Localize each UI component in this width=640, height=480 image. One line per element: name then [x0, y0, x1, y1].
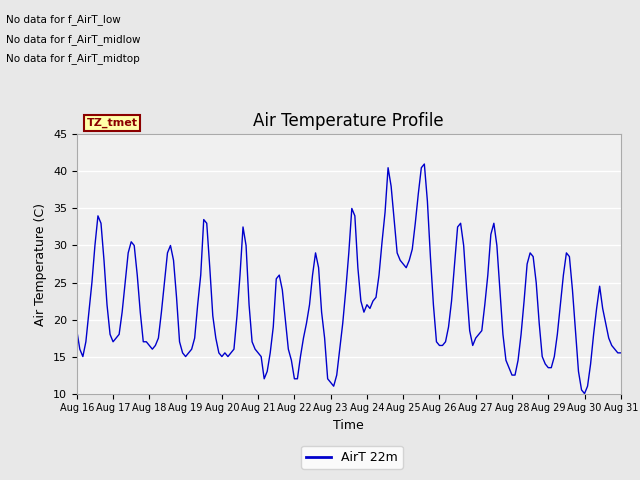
Y-axis label: Air Temperature (C): Air Temperature (C): [35, 203, 47, 325]
X-axis label: Time: Time: [333, 419, 364, 432]
Legend: AirT 22m: AirT 22m: [301, 446, 403, 469]
Text: No data for f_AirT_low: No data for f_AirT_low: [6, 14, 121, 25]
Text: No data for f_AirT_midtop: No data for f_AirT_midtop: [6, 53, 140, 64]
Title: Air Temperature Profile: Air Temperature Profile: [253, 112, 444, 130]
Text: No data for f_AirT_midlow: No data for f_AirT_midlow: [6, 34, 141, 45]
Text: TZ_tmet: TZ_tmet: [86, 118, 138, 128]
